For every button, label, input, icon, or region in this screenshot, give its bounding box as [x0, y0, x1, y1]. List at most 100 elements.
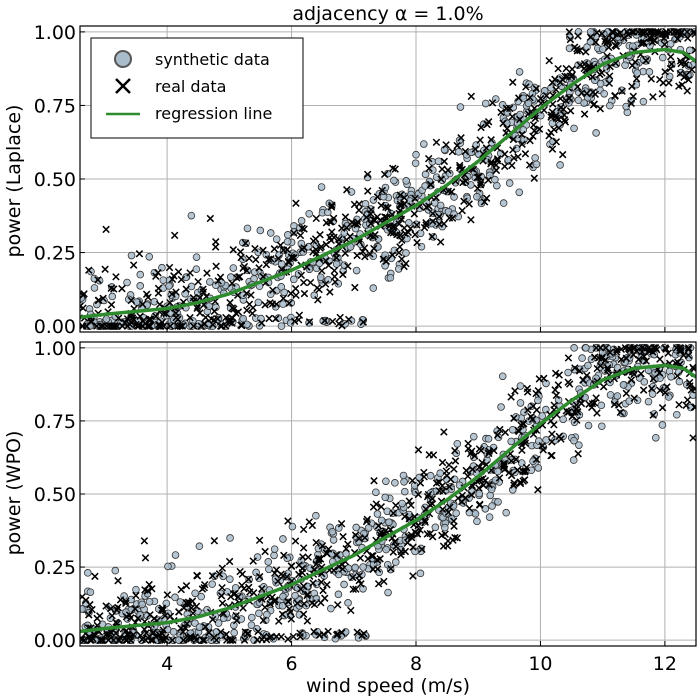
- real-data-point: [599, 383, 608, 391]
- real-data-point: [488, 99, 497, 107]
- synthetic-data-point: [416, 229, 425, 238]
- real-data-point: [532, 406, 541, 414]
- plot-area: [80, 28, 696, 330]
- synthetic-data-point: [473, 517, 481, 526]
- synthetic-data-point: [570, 344, 578, 352]
- real-data-point: [162, 309, 170, 318]
- real-data-point: [455, 161, 464, 170]
- real-data-point: [413, 238, 421, 247]
- real-data-point: [655, 75, 664, 84]
- real-data-point: [229, 590, 238, 598]
- synthetic-data-point: [455, 148, 463, 156]
- real-data-point: [626, 345, 634, 354]
- real-data-point: [604, 366, 612, 374]
- synthetic-data-point: [272, 235, 281, 243]
- real-data-point: [344, 262, 352, 270]
- real-data-point: [277, 570, 285, 578]
- synthetic-data-point: [387, 254, 396, 263]
- x-tick-label: 8: [410, 653, 422, 675]
- synthetic-data-point: [411, 159, 420, 168]
- real-data-point: [157, 322, 165, 330]
- synthetic-data-point: [84, 569, 92, 577]
- real-data-point: [112, 618, 120, 627]
- synthetic-data-point: [340, 580, 348, 589]
- real-data-point: [445, 461, 453, 469]
- real-data-point: [380, 170, 389, 179]
- real-data-point: [647, 75, 656, 83]
- real-data-point: [343, 186, 351, 194]
- real-data-point: [516, 115, 524, 124]
- real-data-point: [80, 635, 86, 644]
- real-data-point: [342, 223, 351, 232]
- real-data-point: [138, 300, 147, 309]
- real-data-point: [656, 386, 664, 395]
- real-data-point: [144, 293, 152, 302]
- synthetic-data-point: [587, 355, 596, 364]
- real-data-point: [389, 164, 397, 173]
- real-data-point: [400, 200, 409, 208]
- real-data-point: [436, 238, 445, 246]
- real-data-point: [560, 111, 569, 119]
- synthetic-data-point: [429, 166, 437, 174]
- real-data-point: [509, 135, 518, 144]
- real-data-point: [196, 309, 204, 317]
- real-data-point: [684, 345, 693, 354]
- real-data-point: [362, 213, 371, 222]
- synthetic-data-point: [191, 589, 199, 598]
- real-data-point: [573, 47, 582, 55]
- real-data-point: [547, 451, 555, 460]
- real-data-point: [661, 388, 669, 397]
- real-data-point: [175, 608, 183, 616]
- synthetic-data-point: [334, 279, 343, 288]
- real-data-point: [193, 304, 201, 313]
- real-data-point: [240, 584, 248, 593]
- real-data-point: [622, 389, 631, 398]
- real-data-point: [279, 294, 288, 303]
- real-data-point: [651, 344, 659, 352]
- real-data-point: [174, 315, 182, 324]
- real-data-point: [558, 150, 567, 159]
- real-data-point: [510, 154, 518, 162]
- real-data-point: [393, 230, 401, 239]
- real-data-point: [467, 447, 476, 455]
- real-data-point: [308, 599, 316, 607]
- real-data-point: [554, 381, 563, 389]
- real-data-point: [582, 48, 590, 56]
- real-data-point: [637, 369, 645, 378]
- real-data-point: [512, 455, 520, 464]
- synthetic-data-point: [499, 199, 508, 207]
- real-data-point: [634, 28, 642, 36]
- real-data-point: [327, 203, 336, 211]
- real-data-point: [654, 28, 662, 36]
- synthetic-data-point: [145, 597, 154, 606]
- synthetic-data-point: [675, 377, 684, 386]
- synthetic-data-point: [111, 566, 120, 575]
- real-data-point: [418, 545, 426, 554]
- real-data-point: [85, 266, 93, 274]
- plot-area: [80, 344, 696, 644]
- real-data-point: [589, 88, 597, 96]
- real-data-point: [160, 309, 168, 318]
- real-data-point: [432, 138, 441, 147]
- real-data-point: [356, 554, 365, 562]
- real-data-point: [664, 349, 672, 357]
- real-data-point: [465, 200, 473, 208]
- real-data-point: [451, 533, 459, 542]
- synthetic-data-point: [169, 628, 178, 636]
- real-data-point: [116, 596, 125, 604]
- real-data-point: [509, 146, 517, 154]
- real-data-point: [210, 537, 219, 545]
- synthetic-data-point: [569, 456, 578, 464]
- real-data-point: [445, 483, 454, 491]
- real-data-point: [174, 322, 182, 330]
- real-data-point: [517, 421, 525, 429]
- real-data-point: [563, 408, 572, 417]
- synthetic-data-point: [658, 53, 667, 62]
- real-data-point: [299, 610, 308, 618]
- synthetic-data-point: [672, 410, 681, 419]
- real-data-point: [370, 244, 378, 253]
- real-data-point: [316, 244, 324, 252]
- real-data-point: [275, 617, 283, 625]
- synthetic-data-point: [497, 403, 505, 411]
- real-data-point: [528, 415, 537, 424]
